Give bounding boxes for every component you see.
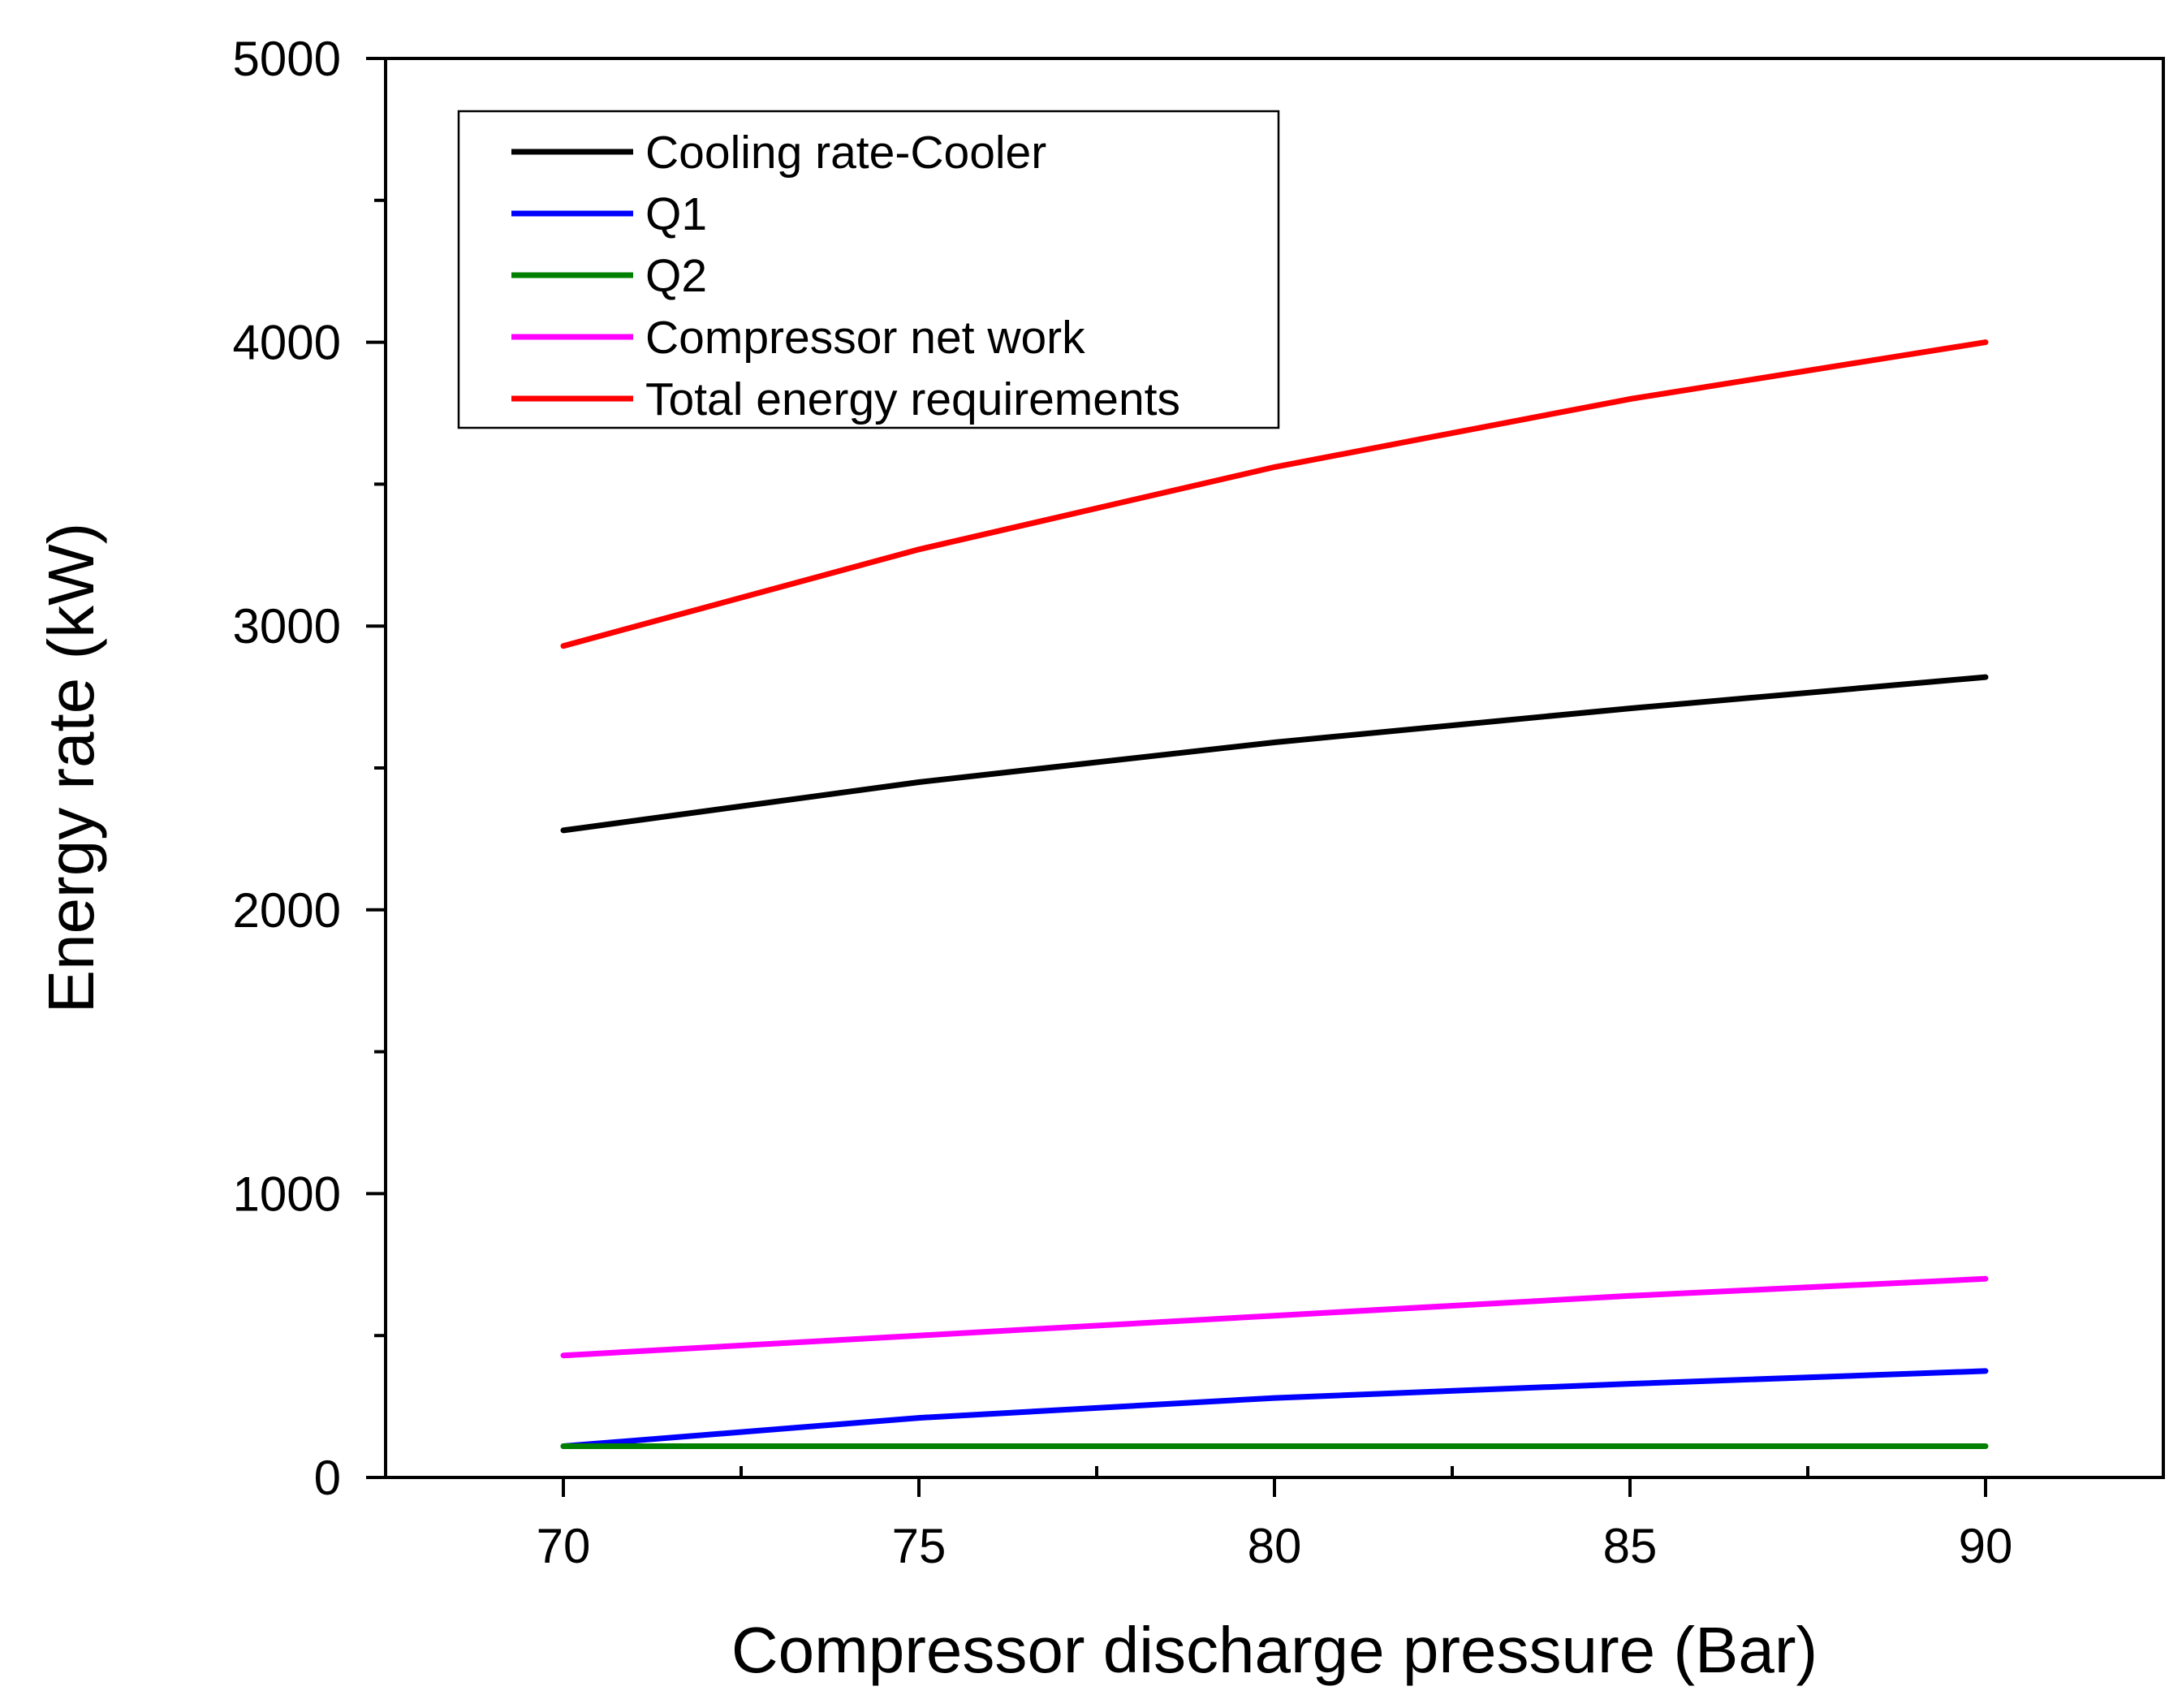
legend: Cooling rate-Cooler Q1 Q2 Compressor net wo…	[457, 110, 1280, 429]
legend-label-2: Q2	[645, 250, 707, 302]
legend-label-3: Compressor net work	[645, 312, 1085, 364]
legend-label-0: Cooling rate-Cooler	[645, 127, 1046, 179]
legend-label-1: Q1	[645, 188, 707, 240]
axis-ticks: 70 75 80 85 90 0 1000 2000 3000 4000 5000	[233, 32, 2013, 1573]
x-tick-label: 75	[892, 1519, 947, 1573]
x-tick-label: 90	[1959, 1519, 2013, 1573]
x-tick-label: 70	[537, 1519, 591, 1573]
x-tick-label: 80	[1248, 1519, 1302, 1573]
series-line-4	[560, 339, 1989, 649]
x-axis-title: Compressor discharge pressure (Bar)	[731, 1614, 1818, 1686]
series-line-1	[560, 1368, 1989, 1449]
series-line-3	[560, 1275, 1989, 1359]
legend-box	[457, 110, 1280, 429]
y-tick-label: 4000	[233, 316, 341, 370]
series-layer	[560, 339, 1989, 1449]
x-tick-label: 85	[1603, 1519, 1658, 1573]
y-tick-label: 5000	[233, 32, 341, 86]
y-axis-title: Energy rate (kW)	[35, 523, 107, 1014]
legend-label-4: Total energy requirements	[645, 373, 1180, 425]
y-tick-label: 3000	[233, 599, 341, 653]
legend-entries: Cooling rate-Cooler Q1 Q2 Compressor net wo…	[511, 127, 1180, 425]
y-tick-label: 2000	[233, 883, 341, 938]
y-tick-label: 0	[314, 1451, 341, 1505]
y-tick-label: 1000	[233, 1167, 341, 1221]
series-line-0	[560, 674, 1989, 834]
